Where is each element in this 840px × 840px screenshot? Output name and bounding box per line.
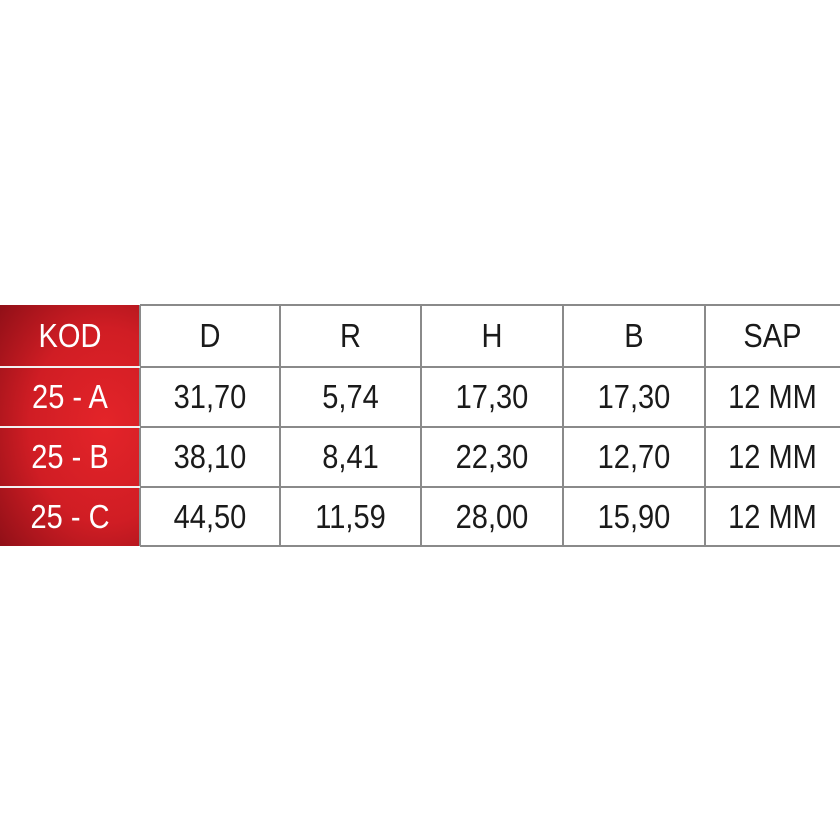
value-cell: 15,90 [597,497,671,535]
header-cell: R [340,317,361,354]
code-cell: 25 - B [31,438,109,475]
value-cell: 22,30 [455,438,529,475]
kod-row-border [0,366,140,368]
row-border [140,304,840,306]
column-border [562,305,564,546]
value-cell: 31,70 [173,378,247,415]
code-cell: 25 - A [32,378,108,415]
value-cell: 17,30 [455,378,529,415]
row-border [140,426,840,428]
value-cell: 5,74 [322,378,379,415]
value-cell: 12 MM [728,378,817,415]
value-cell: 8,41 [322,438,379,475]
kod-row-border [0,486,140,488]
row-border [140,486,840,488]
value-cell: 17,30 [597,378,671,415]
value-cell: 28,00 [455,497,529,535]
row-border [140,545,840,547]
value-cell: 11,59 [315,497,386,535]
value-cell: 12 MM [728,438,817,475]
column-border [420,305,422,546]
code-cell: 25 - C [30,497,110,535]
spec-table: KOD D R H B SAP 25 - A 31,70 5,74 17,30 17,30 12 MM… [0,304,840,547]
value-cell: 12 MM [728,497,817,535]
row-border [140,366,840,368]
column-border [704,305,706,546]
header-cell: B [624,317,644,354]
kod-column-background [0,305,140,546]
header-cell: SAP [743,317,802,354]
column-border [279,305,281,546]
column-border [139,305,141,546]
value-cell: 44,50 [173,497,247,535]
header-cell: KOD [38,317,102,354]
value-cell: 12,70 [597,438,671,475]
kod-row-border [0,426,140,428]
value-cell: 38,10 [173,438,247,475]
header-cell: D [199,317,221,354]
header-cell: H [481,317,503,354]
